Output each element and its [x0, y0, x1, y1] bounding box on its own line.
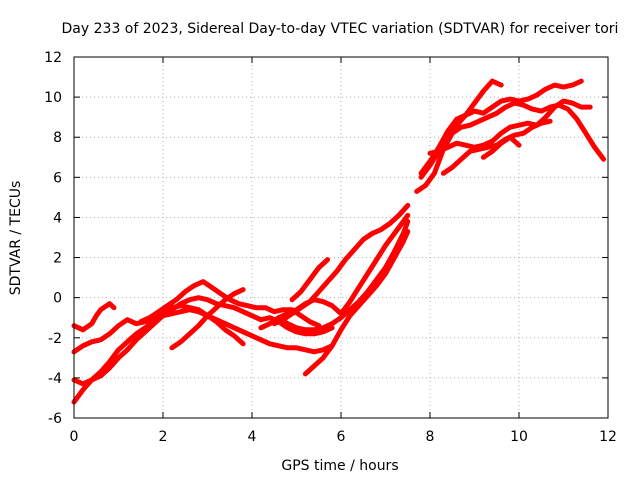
series-arc-14 — [418, 78, 504, 180]
ticks — [73, 56, 609, 419]
x-tick-label: 10 — [510, 429, 528, 445]
series-arc-10 — [302, 229, 411, 377]
series-arc-9 — [276, 219, 411, 333]
y-tick-label: 8 — [53, 130, 62, 146]
series-arc-5 — [138, 279, 322, 329]
series-arc-7 — [258, 212, 411, 331]
series-group — [71, 78, 607, 405]
x-tick-label: 2 — [159, 429, 168, 445]
series-arc-2 — [71, 301, 117, 333]
series-arc-15 — [427, 98, 593, 156]
series-arc-13 — [418, 78, 584, 176]
x-tick-label: 8 — [426, 429, 435, 445]
x-tick-label: 4 — [248, 429, 257, 445]
series-arc-4 — [71, 307, 335, 387]
y-tick-label: 10 — [44, 90, 62, 106]
y-tick-label: 4 — [53, 210, 62, 226]
x-tick-label: 6 — [337, 429, 346, 445]
y-axis-label: SDTVAR / TECUs — [8, 181, 24, 296]
x-axis-label: GPS time / hours — [281, 458, 398, 474]
y-tick-label: 12 — [44, 50, 62, 66]
series-arc-3 — [71, 295, 335, 405]
x-tick-label: 0 — [70, 429, 79, 445]
series-arc-11 — [289, 257, 331, 303]
x-tick-label: 12 — [599, 429, 617, 445]
y-tick-label: 6 — [53, 170, 62, 186]
series-arc-8 — [271, 202, 411, 327]
y-tick-label: -6 — [48, 411, 62, 427]
series-arc-6 — [169, 287, 246, 351]
tick-labels: 0 2 4 6 8 10 12 -6 -4 -2 0 2 4 6 8 10 12 — [44, 50, 617, 445]
y-tick-label: 2 — [53, 251, 62, 267]
series-arc-17 — [480, 134, 522, 160]
grid — [74, 57, 608, 418]
y-tick-label: -2 — [48, 331, 62, 347]
chart-title: Day 233 of 2023, Sidereal Day-to-day VTE… — [62, 21, 619, 37]
y-tick-label: -4 — [48, 371, 62, 387]
y-tick-label: 0 — [53, 291, 62, 307]
